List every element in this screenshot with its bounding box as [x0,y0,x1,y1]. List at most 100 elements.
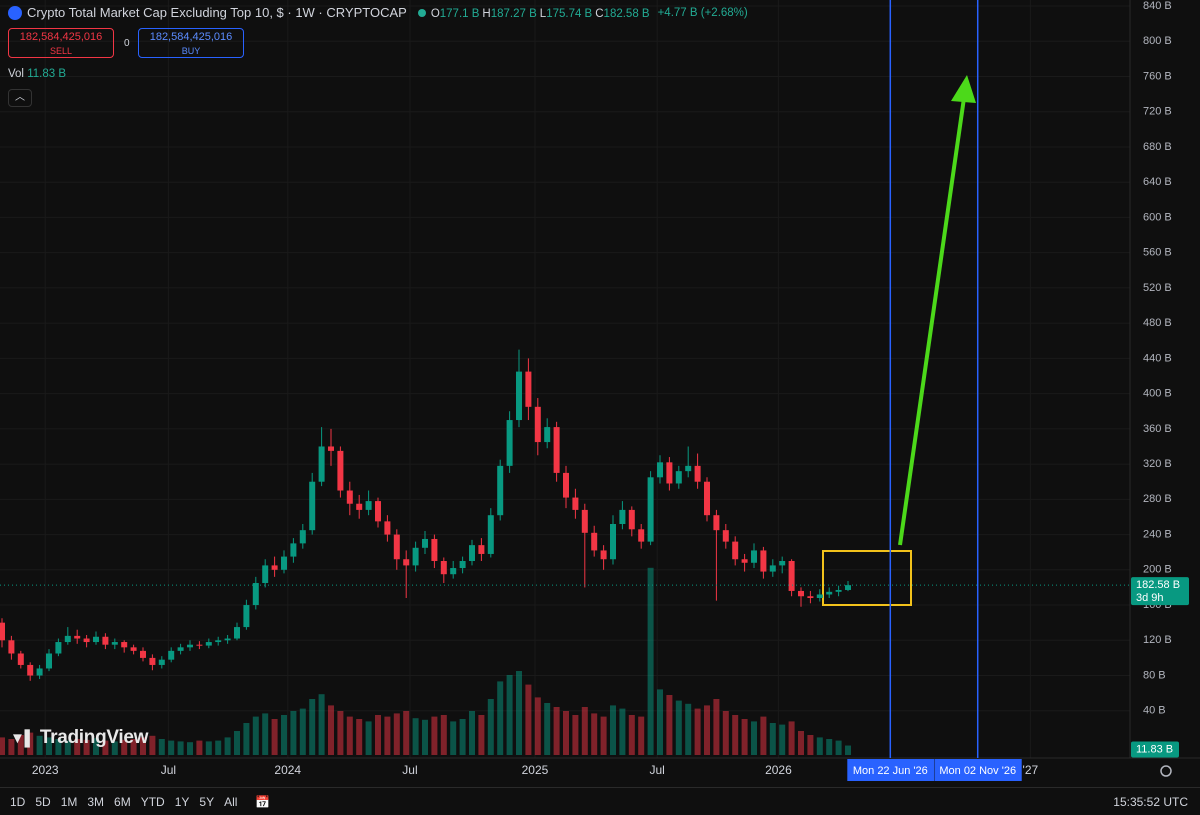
volume-bar [224,737,231,755]
candle-body [628,509,635,530]
volume-bar [525,684,532,755]
volume-bar [713,699,720,755]
timeframe-button[interactable]: 5D [35,794,51,809]
volume-bar [149,735,156,755]
volume-bar [0,737,5,755]
candle-body [196,644,203,646]
timeframe-button[interactable]: YTD [140,794,165,809]
volume-bar [487,699,494,755]
timeframe-button[interactable]: 1D [10,794,26,809]
y-tick-label: 680 B [1143,141,1172,153]
candle-body [64,635,71,643]
buy-button[interactable]: 182,584,425,016 BUY [138,28,244,58]
volume-bar [83,739,90,755]
date-range-button[interactable]: 📅 [255,794,271,809]
ohlc-value: 175.74 B [546,8,593,20]
volume-bar [243,723,250,755]
candle-body [111,642,118,645]
volume-bar [252,716,259,755]
timeframe-button[interactable]: 1Y [174,794,190,809]
x-tick-label: '27 [1023,763,1039,777]
candle-body [459,561,466,569]
volume-bar [497,681,504,755]
x-tick-label: Jul [402,763,417,777]
candle-body [769,565,776,572]
volume-bar [675,700,682,755]
timeframe-button[interactable]: 3M [87,794,105,809]
arrow-head [951,75,976,103]
volume-bar [111,741,118,755]
volume-bar [8,739,15,755]
y-tick-label: 120 B [1143,634,1172,646]
candle-body [403,559,410,566]
candle-body [685,465,692,472]
marker-label: Mon 22 Jun '26 [853,765,928,777]
sell-button[interactable]: 182,584,425,016 SELL [8,28,114,58]
volume-bar [205,741,212,755]
candle-body [675,471,682,484]
collapse-button[interactable]: ︿ [8,89,32,107]
marker-tag [934,759,1022,781]
symbol-title[interactable]: Crypto Total Market Cap Excluding Top 10… [27,5,407,20]
volume-bar [657,689,663,755]
candle-body [328,446,334,451]
candle-body [835,589,842,592]
timeframe-button[interactable]: 6M [114,794,131,809]
ohlc-value: 177.1 B [439,8,480,20]
buy-label: BUY [181,46,201,56]
candle-body [187,644,193,648]
timeframe-button[interactable]: All [224,794,238,809]
candle-body [713,515,720,531]
x-tick-label: 2024 [274,763,301,777]
candle-body [271,565,278,570]
candle-body [534,406,541,443]
x-tick-label: 2023 [32,763,59,777]
candle-body [281,556,287,570]
candle-body [478,545,485,554]
volume-bar [619,708,626,755]
settings-icon [1160,765,1172,777]
volume-bar [469,711,475,755]
candle-body [638,529,645,542]
candle-body [525,371,532,407]
sell-label: SELL [49,46,73,56]
candle-body [619,509,626,524]
candle-body [779,561,786,566]
candle-body [36,668,43,676]
candle-body [563,472,569,498]
volume-bar [74,739,81,755]
candle-body [694,465,701,482]
volume-bar [215,740,222,755]
buy-price: 182,584,425,016 [149,31,233,43]
ohlc-key: C [595,8,604,20]
volume-bar [459,719,466,755]
candle-body [299,530,306,544]
volume-bar [741,719,748,755]
timeframe-button[interactable]: 5Y [199,794,215,809]
clock: 15:35:52 UTC [1113,795,1188,809]
volume-bar [600,716,607,755]
volume-bar [450,721,457,755]
candle-body [506,420,513,466]
candle-body [262,565,269,584]
y-tick-label: 720 B [1143,106,1172,118]
price-tag [1131,577,1189,606]
timeframe-button[interactable]: 1M [60,794,78,809]
volume-bar [365,721,372,755]
volume-bar [177,741,184,755]
volume-bar [46,737,52,755]
y-tick-label: 760 B [1143,70,1172,82]
volume-bar [732,715,739,755]
timeframes: 1D 5D 1M 3M 6M YTD 1Y 5Y All [0,795,237,809]
y-tick-label: 600 B [1143,211,1172,223]
candle-body [234,627,240,639]
spread: 0 [124,38,130,49]
marker-tag [847,759,935,781]
candle-body [46,653,52,669]
volume-legend: Vol 11.83 B [8,68,66,80]
highlight-box [822,550,912,606]
y-tick-label: 200 B [1143,564,1172,576]
candle-body [93,636,99,643]
candle-body [440,561,447,575]
candle-body [252,583,259,606]
